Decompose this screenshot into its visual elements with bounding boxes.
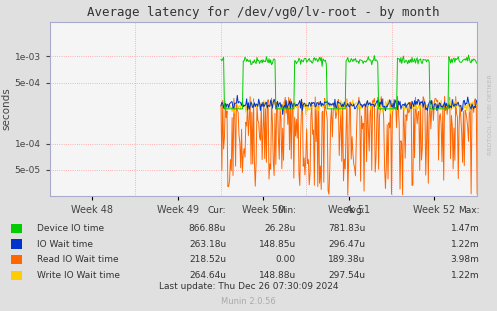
Title: Average latency for /dev/vg0/lv-root - by month: Average latency for /dev/vg0/lv-root - b… bbox=[87, 6, 440, 19]
Text: Avg:: Avg: bbox=[346, 206, 365, 215]
Text: 781.83u: 781.83u bbox=[328, 224, 365, 233]
Text: 218.52u: 218.52u bbox=[189, 255, 226, 264]
Text: Cur:: Cur: bbox=[208, 206, 226, 215]
Text: 0.00: 0.00 bbox=[276, 255, 296, 264]
Text: 866.88u: 866.88u bbox=[189, 224, 226, 233]
Text: 148.85u: 148.85u bbox=[258, 240, 296, 248]
Text: Write IO Wait time: Write IO Wait time bbox=[37, 271, 120, 280]
Text: Read IO Wait time: Read IO Wait time bbox=[37, 255, 119, 264]
Text: 1.22m: 1.22m bbox=[451, 271, 480, 280]
Text: 1.47m: 1.47m bbox=[451, 224, 480, 233]
Text: Last update: Thu Dec 26 07:30:09 2024: Last update: Thu Dec 26 07:30:09 2024 bbox=[159, 282, 338, 291]
Text: 264.64u: 264.64u bbox=[189, 271, 226, 280]
Text: Min:: Min: bbox=[277, 206, 296, 215]
Text: 189.38u: 189.38u bbox=[328, 255, 365, 264]
Text: 26.28u: 26.28u bbox=[264, 224, 296, 233]
Text: RRDTOOL / TOBI OETIKER: RRDTOOL / TOBI OETIKER bbox=[487, 75, 492, 156]
Text: 296.47u: 296.47u bbox=[328, 240, 365, 248]
Text: Max:: Max: bbox=[458, 206, 480, 215]
Text: 3.98m: 3.98m bbox=[451, 255, 480, 264]
Text: Munin 2.0.56: Munin 2.0.56 bbox=[221, 297, 276, 306]
Y-axis label: seconds: seconds bbox=[2, 87, 12, 130]
Text: 263.18u: 263.18u bbox=[189, 240, 226, 248]
Text: 1.22m: 1.22m bbox=[451, 240, 480, 248]
Text: 148.88u: 148.88u bbox=[258, 271, 296, 280]
Text: IO Wait time: IO Wait time bbox=[37, 240, 93, 248]
Text: Device IO time: Device IO time bbox=[37, 224, 104, 233]
Text: 297.54u: 297.54u bbox=[328, 271, 365, 280]
